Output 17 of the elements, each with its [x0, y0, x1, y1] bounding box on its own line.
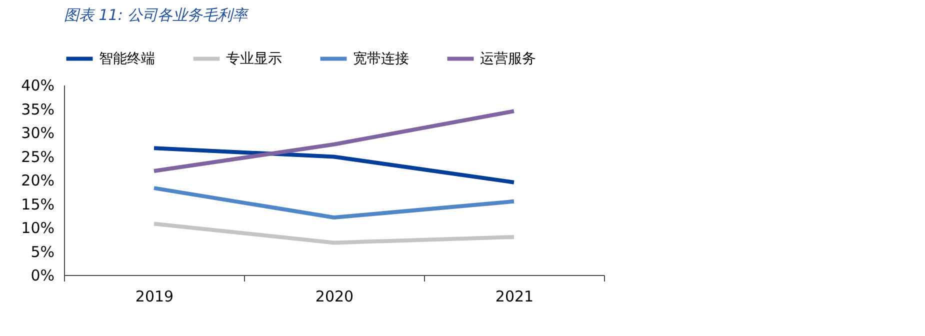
x-tick-label: 2020 [315, 288, 354, 306]
x-tick-label: 2021 [495, 288, 534, 306]
y-tick-label: 15% [21, 195, 54, 214]
y-tick-label: 40% [21, 76, 54, 94]
legend-label: 宽带连接 [353, 50, 409, 67]
y-tick-label: 5% [30, 242, 54, 261]
y-tick-label: 20% [21, 172, 54, 190]
y-tick-label: 0% [30, 266, 54, 284]
y-tick-label: 30% [21, 124, 54, 142]
legend-label: 智能终端 [99, 50, 155, 67]
legend-label: 运营服务 [480, 50, 536, 67]
x-tick-label: 2019 [135, 288, 174, 306]
legend-label: 专业显示 [226, 50, 282, 67]
y-tick-label: 35% [21, 100, 54, 118]
chart-title: 图表 11: 公司各业务毛利率 [64, 6, 250, 24]
y-tick-label: 10% [21, 219, 54, 237]
y-tick-label: 25% [21, 148, 54, 166]
